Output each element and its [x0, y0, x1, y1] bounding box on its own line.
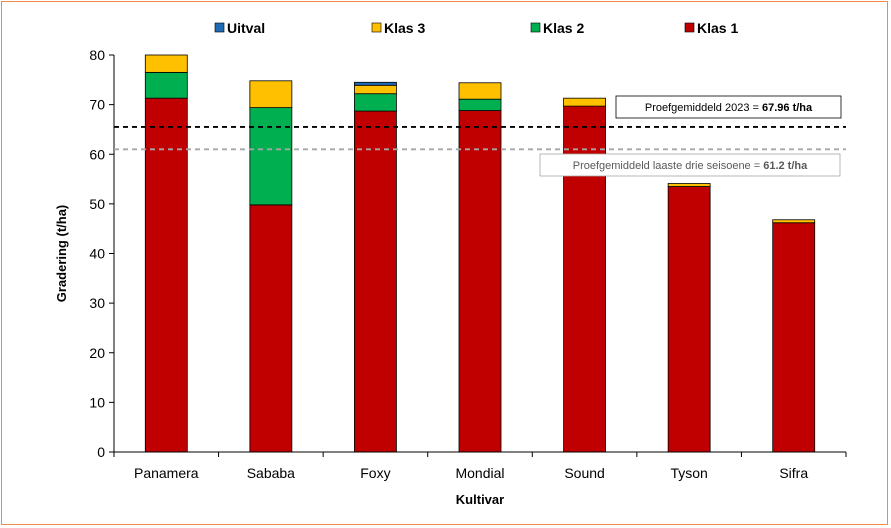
x-tick-label: Sifra: [779, 465, 808, 481]
bar-klas-1-panamera: [144, 97, 188, 453]
reference-label-1: Proefgemiddeld 2023 = 67.96 t/ha: [645, 102, 813, 114]
bar-klas-3-sifra: [772, 219, 816, 224]
bar-klas-3-sound: [563, 97, 606, 107]
reference-label-box-2: [539, 153, 841, 177]
legend-swatch-klas-1: [684, 22, 695, 33]
legend-label-klas-3: Klas 3: [384, 20, 425, 36]
y-ticks: 0 10 20 30 40 50 60 70 80: [89, 47, 114, 460]
bar-klas-2-panamera: [144, 71, 188, 99]
x-tick-label: Sound: [564, 465, 604, 481]
y-tick-label: 50: [89, 196, 105, 212]
bars: [144, 54, 816, 453]
bar-klas-3-mondial: [458, 82, 502, 100]
reference-label-2: Proefgemiddeld laaste drie seisoene = 61…: [573, 160, 808, 172]
y-tick-label: 10: [89, 394, 105, 410]
reference-label-box-1: [615, 95, 842, 119]
y-tick-label: 80: [89, 47, 105, 63]
y-tick-label: 70: [89, 97, 105, 113]
bar-klas-1-mondial: [458, 110, 502, 453]
y-tick-label: 60: [89, 146, 105, 162]
legend-label-klas-2: Klas 2: [543, 20, 584, 36]
y-tick-label: 30: [89, 295, 105, 311]
bar-klas-2-sababa: [249, 107, 293, 206]
bar-klas-3-sababa: [249, 80, 293, 109]
y-tick-label: 0: [97, 444, 105, 460]
bar-klas-2-foxy: [354, 93, 397, 112]
bar-klas-1-foxy: [354, 110, 397, 453]
bar-klas-2-mondial: [458, 98, 502, 111]
bar-klas-1-tyson: [667, 186, 711, 453]
legend-swatch-klas-3: [371, 22, 382, 33]
legend-label-klas-1: Klas 1: [697, 20, 738, 36]
bar-klas-1-sifra: [772, 222, 816, 453]
y-tick-label: 40: [89, 246, 105, 262]
y-tick-label: 20: [89, 345, 105, 361]
legend-swatch-uitval: [214, 22, 225, 33]
legend: Uitval Klas 3 Klas 2 Klas 1: [214, 20, 738, 36]
x-ticks: Panamera Sababa Foxy Mondial Sound Tyson Sifra: [113, 452, 847, 481]
x-tick-label: Tyson: [670, 465, 707, 481]
legend-label-uitval: Uitval: [227, 20, 265, 36]
x-tick-label: Panamera: [134, 465, 199, 481]
legend-swatch-klas-2: [530, 22, 541, 33]
bar-klas-3-tyson: [667, 183, 711, 187]
reference-lines: Proefgemiddeld 2023 = 67.96 t/ha Proefgem…: [114, 95, 846, 177]
bar-klas-3-foxy: [354, 84, 397, 95]
x-tick-label: Mondial: [455, 465, 504, 481]
bar-klas-3-panamera: [144, 54, 188, 73]
x-axis-title: Kultivar: [456, 492, 504, 507]
bar-klas-1-sababa: [249, 204, 293, 453]
x-tick-label: Sababa: [247, 465, 295, 481]
bar-uitval-foxy: [354, 81, 397, 86]
y-axis-title: Gradering (t/ha): [54, 205, 69, 303]
x-tick-label: Foxy: [360, 465, 390, 481]
